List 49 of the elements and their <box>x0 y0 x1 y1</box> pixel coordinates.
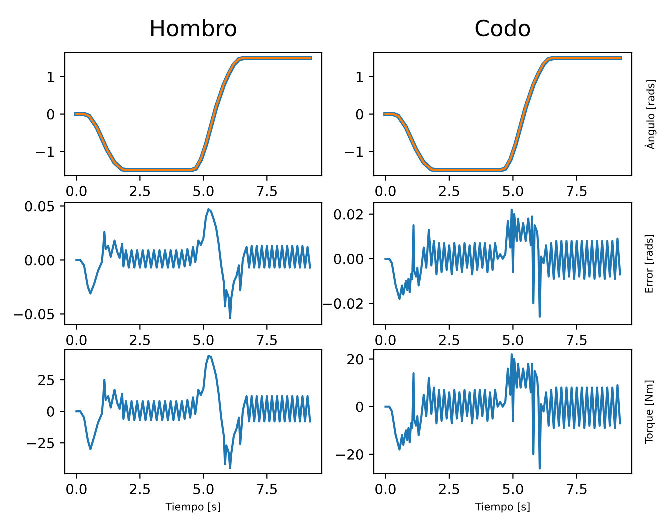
y-tick-label: 0.00 <box>25 255 54 266</box>
y-axis-title: Torque [Nm] <box>644 380 655 444</box>
x-tick-label: 0.0 <box>376 484 396 494</box>
y-tick-label: 0 <box>47 109 54 120</box>
x-tick-label: 7.5 <box>257 335 277 346</box>
x-tick-label: 5.0 <box>503 484 524 494</box>
x-tick-label: 2.5 <box>439 484 460 494</box>
x-tick-label: 0.0 <box>66 484 87 494</box>
y-tick-label: 0.05 <box>25 201 54 212</box>
y-axis-title: Error [rads] <box>644 235 654 293</box>
chart-title: Hombro <box>152 19 236 37</box>
x-tick-label: 7.5 <box>567 335 587 346</box>
x-tick-label: 2.5 <box>130 334 150 346</box>
y-axis-title: Ángulo [rads] <box>644 80 657 150</box>
x-axis-title: Tiempo [s] <box>166 502 220 513</box>
y-tick-label: −20 <box>336 449 364 460</box>
x-tick-label: 5.0 <box>194 334 214 346</box>
x-tick-label: 7.5 <box>567 186 587 196</box>
x-tick-label: 0.0 <box>66 334 87 346</box>
y-tick-label: 0.00 <box>334 254 364 264</box>
x-tick-label: 5.0 <box>503 334 524 346</box>
x-tick-label: 2.5 <box>439 186 460 196</box>
y-tick-label: 25 <box>38 374 54 386</box>
x-tick-label: 5.0 <box>503 186 524 196</box>
y-tick-label: −0.02 <box>323 298 363 310</box>
y-tick-label: 1 <box>356 72 363 82</box>
x-tick-label: 7.5 <box>257 484 277 494</box>
x-tick-label: 2.5 <box>130 186 150 196</box>
x-tick-label: 5.0 <box>194 186 214 196</box>
x-tick-label: 7.5 <box>567 484 587 494</box>
x-tick-label: 7.5 <box>257 186 277 196</box>
x-axis-title: Tiempo [s] <box>475 502 530 513</box>
y-tick-label: −1 <box>345 146 363 157</box>
y-tick-label: 0 <box>356 402 364 412</box>
x-tick-label: 2.5 <box>130 484 150 494</box>
chart-title: Codo <box>476 19 530 37</box>
y-tick-label: 0 <box>47 406 54 418</box>
x-tick-label: 5.0 <box>194 484 214 494</box>
y-tick-label: 0.02 <box>334 209 363 220</box>
x-tick-label: 2.5 <box>439 334 460 346</box>
x-tick-label: 0.0 <box>66 186 87 196</box>
y-tick-label: −1 <box>36 146 54 157</box>
x-tick-label: 0.0 <box>376 334 396 346</box>
y-tick-label: −25 <box>27 438 54 449</box>
y-tick-label: 20 <box>348 354 364 365</box>
x-tick-label: 0.0 <box>376 186 396 196</box>
y-tick-label: −0.05 <box>14 309 54 320</box>
y-tick-label: 0 <box>356 109 364 120</box>
y-tick-label: 1 <box>48 72 54 82</box>
